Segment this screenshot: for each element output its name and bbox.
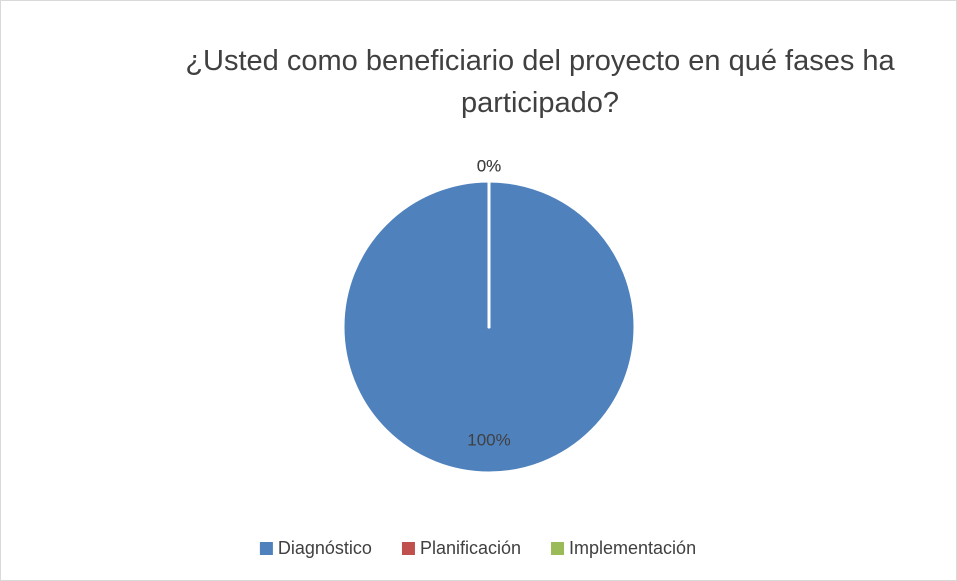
legend-swatch [551, 542, 565, 555]
legend-swatch [401, 542, 415, 555]
data-label: 0% [477, 156, 502, 175]
legend-swatch [259, 542, 273, 555]
data-label: 100% [467, 430, 510, 449]
legend-label: Planificación [420, 538, 521, 558]
data-label: 0% [477, 156, 502, 175]
legend-label: Implementación [569, 538, 696, 558]
legend-label: Diagnóstico [278, 538, 372, 558]
chart-title: ¿Usted como beneficiario del proyecto en… [185, 45, 895, 119]
